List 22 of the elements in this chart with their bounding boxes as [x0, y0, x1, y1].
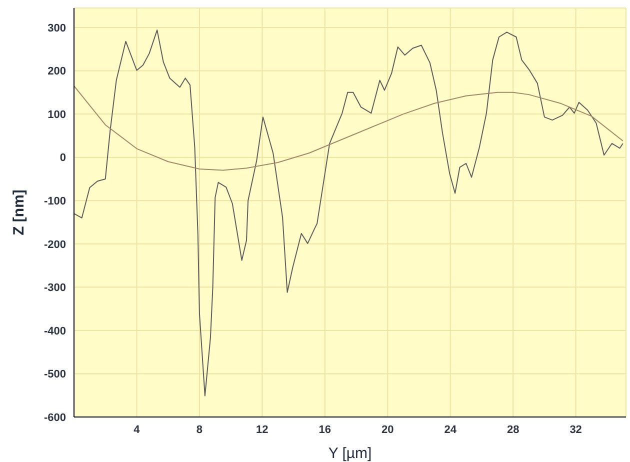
line-series	[74, 85, 624, 171]
x-tick-label: 8	[196, 424, 203, 436]
y-tick-label: -300	[44, 282, 66, 294]
x-tick-label: 16	[318, 424, 332, 436]
y-tick-label: 200	[48, 66, 66, 78]
y-tick-label: 100	[48, 108, 66, 121]
x-tick-label: 24	[444, 424, 458, 436]
x-tick-label: 28	[506, 424, 520, 436]
y-tick-label: 0	[60, 152, 66, 164]
x-tick-label: 20	[382, 424, 394, 436]
y-tick-label: 300	[48, 22, 66, 34]
x-tick-label: 12	[256, 424, 268, 436]
x-axis-title: Y [µm]	[328, 445, 372, 462]
y-tick-label: -600	[44, 412, 66, 424]
x-tick-label: 4	[134, 424, 141, 436]
line-series	[74, 30, 624, 396]
y-axis-title: Z [nm]	[10, 190, 28, 236]
y-tick-label: -100	[44, 196, 66, 208]
y-tick-label: -400	[44, 325, 66, 338]
y-tick-label: -200	[44, 238, 66, 251]
x-tick-label: 32	[570, 424, 582, 436]
y-tick-label: -500	[44, 368, 66, 381]
